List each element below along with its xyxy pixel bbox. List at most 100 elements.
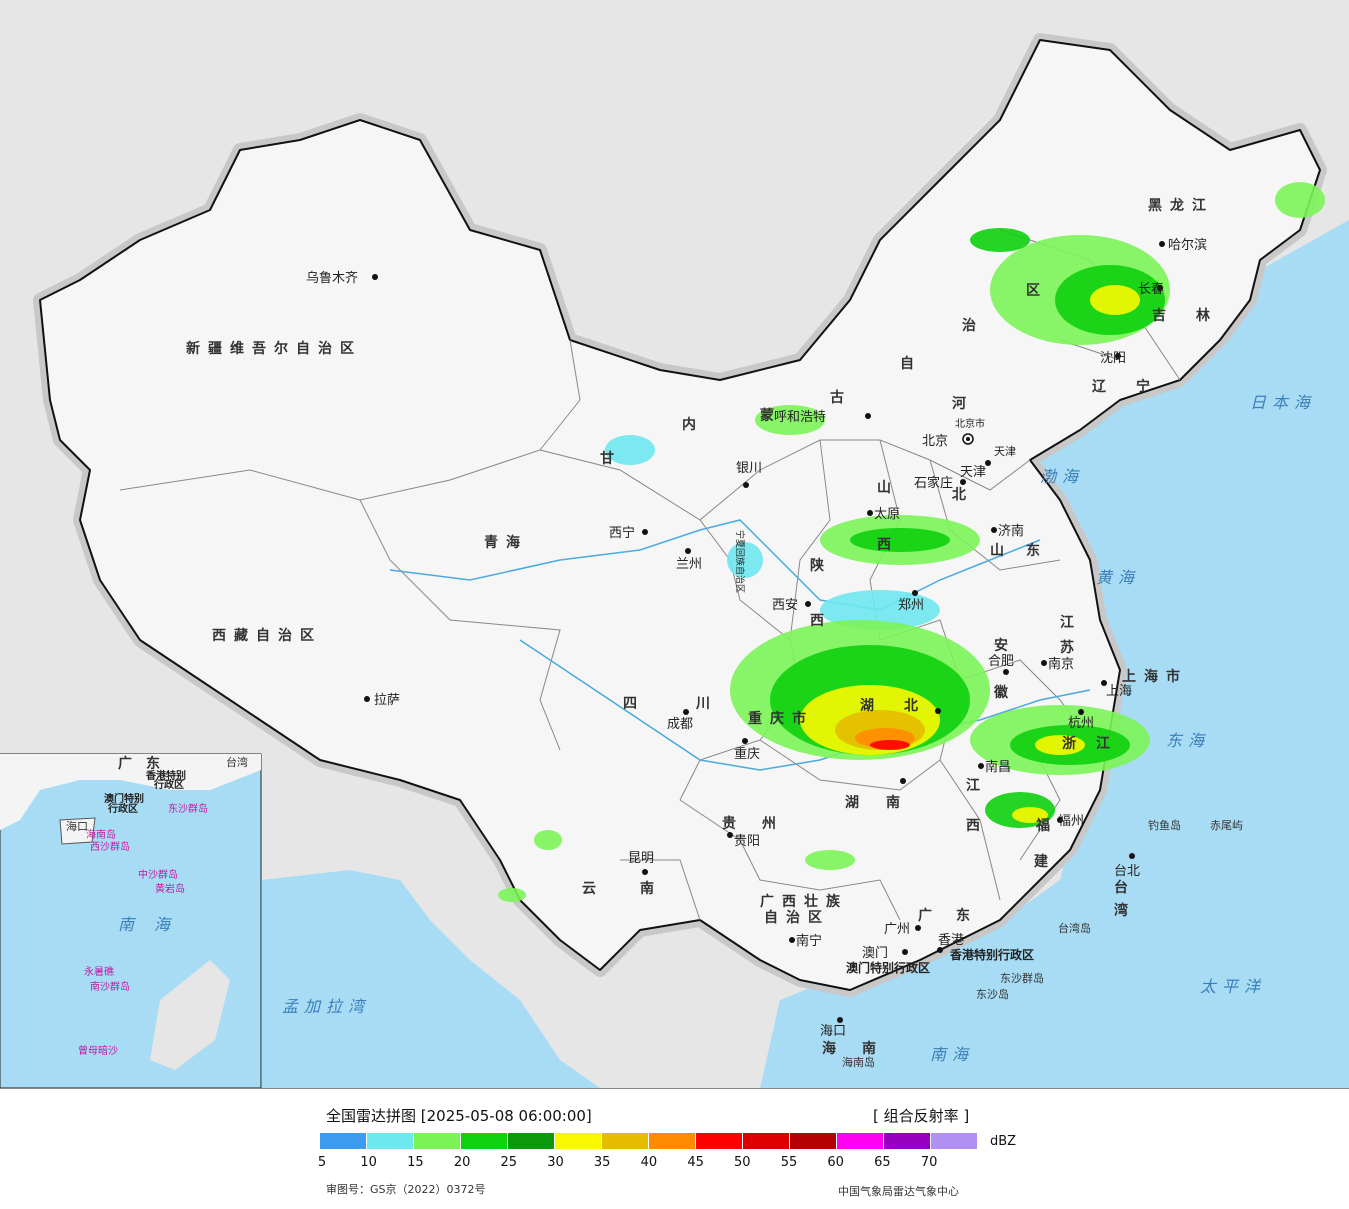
label-hk-sar: 香港特别行政区 <box>949 947 1034 962</box>
province-sichuan-1: 四 <box>623 696 645 712</box>
radar-echoes <box>498 182 1325 902</box>
city-yinchuan: 银川 <box>736 461 762 476</box>
city-hangzhou: 杭州 <box>1068 716 1094 731</box>
province-hebei-1: 河 <box>952 395 974 412</box>
tick-label: 65 <box>874 1155 891 1170</box>
province-neimenggu-6: 区 <box>1026 283 1048 299</box>
city-nanning: 南宁 <box>796 933 822 949</box>
inset-guangdong-1: 广 <box>118 755 140 772</box>
province-shanxi-2: 西 <box>877 537 899 553</box>
tick-label: 15 <box>407 1155 424 1170</box>
inset-sea-2: 海 <box>154 915 176 934</box>
province-labels: 新疆维吾尔自治区 西藏自治区 青海 甘 内 蒙 古 自 治 区 黑龙江 吉 林 … <box>186 197 1214 1057</box>
city-macau: 澳门 <box>862 945 888 961</box>
sea-east: 东海 <box>1166 731 1210 750</box>
island-dongsha-group: 东沙群岛 <box>1000 971 1044 985</box>
province-shaanxi-1: 陕 <box>810 557 832 574</box>
legend-unit: dBZ <box>990 1134 1017 1149</box>
province-sichuan-2: 川 <box>695 696 718 712</box>
swatch-7 <box>649 1133 696 1149</box>
swatch-9 <box>743 1133 790 1149</box>
tick-label: 5 <box>317 1155 327 1170</box>
city-hongkong: 香港 <box>938 933 964 948</box>
swatch-4 <box>508 1133 555 1149</box>
province-yunnan-1: 云 <box>582 881 604 897</box>
inset-hainan: 海南岛 <box>86 828 116 841</box>
city-harbin: 哈尔滨 <box>1168 237 1207 253</box>
sea-bengal: 孟加拉湾 <box>282 997 370 1016</box>
inset-sea-1: 南 <box>118 915 140 934</box>
province-jiangxi-1: 江 <box>966 777 988 794</box>
tick-label: 35 <box>593 1155 611 1170</box>
city-chongqing: 重庆 <box>734 746 760 762</box>
city-lanzhou: 兰州 <box>676 557 702 572</box>
swatch-11 <box>837 1133 884 1149</box>
inset-macau-1: 澳门特别 <box>104 792 144 805</box>
radar-map: 新疆维吾尔自治区 西藏自治区 青海 甘 内 蒙 古 自 治 区 黑龙江 吉 林 … <box>0 0 1349 1088</box>
province-xinjiang: 新疆维吾尔自治区 <box>186 340 362 357</box>
city-tianjin: 天津 <box>960 465 986 480</box>
province-hubei-1: 湖 <box>860 698 882 714</box>
city-labels: 乌鲁木齐 拉萨 西宁 兰州 银川 呼和浩特 北京 天津 石家庄 太原 济南 郑州… <box>306 237 1207 1039</box>
province-xizang: 西藏自治区 <box>212 627 322 644</box>
city-taiyuan: 太原 <box>874 507 900 522</box>
province-tianjin: 天津 <box>994 445 1016 458</box>
inset-yongshu: 永暑礁 <box>84 965 114 978</box>
tick-label: 25 <box>500 1155 518 1170</box>
province-hunan-1: 湖 <box>845 795 867 811</box>
source-attribution: 中国气象局雷达气象中心 <box>838 1185 959 1198</box>
province-zhejiang-1: 浙 <box>1062 735 1084 752</box>
city-shijiazhuang: 石家庄 <box>914 475 953 491</box>
city-fuzhou: 福州 <box>1058 814 1084 829</box>
province-neimenggu-3: 古 <box>830 389 852 406</box>
province-fujian-1: 福 <box>1035 817 1058 834</box>
province-liaoning-1: 辽 <box>1092 379 1114 395</box>
city-changchun: 长春 <box>1138 282 1164 297</box>
city-hohhot: 呼和浩特 <box>774 410 826 425</box>
legend-product: [ 组合反射率 ] <box>873 1107 970 1125</box>
sea-yellow: 黄海 <box>1096 568 1140 587</box>
inset-zengmu: 曾母暗沙 <box>78 1044 118 1057</box>
inset-nansha: 南沙群岛 <box>90 980 130 993</box>
inset-dongsha: 东沙群岛 <box>168 802 208 815</box>
tick-label: 55 <box>780 1155 798 1170</box>
province-liaoning-2: 宁 <box>1136 378 1158 395</box>
city-kunming: 昆明 <box>628 851 654 866</box>
province-heilongjiang: 黑龙江 <box>1148 197 1214 214</box>
swatch-1 <box>367 1133 414 1149</box>
province-shandong-1: 山 <box>990 543 1012 559</box>
legend-title: 全国雷达拼图 [2025-05-08 06:00:00] <box>326 1107 592 1125</box>
inset-haikou: 海口 <box>66 819 88 833</box>
province-chongqing: 重庆市 <box>748 710 814 727</box>
sea-japan: 日本海 <box>1250 393 1316 412</box>
sea-pacific: 太平洋 <box>1200 977 1266 996</box>
label-macau-sar: 澳门特别行政区 <box>846 960 930 975</box>
city-nanjing: 南京 <box>1048 656 1074 672</box>
legend-panel: 全国雷达拼图 [2025-05-08 06:00:00] [ 组合反射率 ] d… <box>0 1088 1349 1209</box>
province-hainan-2: 南 <box>862 1040 884 1057</box>
sea-bohai: 渤海 <box>1040 467 1084 486</box>
inset-hk-2: 行政区 <box>153 778 184 791</box>
inset-south-china-sea: 海口 海南岛 西沙群岛 中沙群岛 黄岩岛 南沙群岛 曾母暗沙 永暑礁 南 海 香… <box>0 753 262 1088</box>
tick-labels: 5 10 15 20 25 30 35 40 45 50 55 60 65 70 <box>317 1155 970 1173</box>
city-urumqi: 乌鲁木齐 <box>306 270 358 286</box>
province-anhui-2: 徽 <box>993 684 1016 701</box>
tick-label: 50 <box>734 1155 751 1170</box>
province-guizhou-2: 州 <box>761 816 784 832</box>
inset-hk-1: 香港特别 <box>146 769 186 782</box>
province-hubei-2: 北 <box>904 698 926 714</box>
tick-label: 45 <box>687 1155 704 1170</box>
island-chiwei: 赤尾屿 <box>1210 819 1243 832</box>
province-neimenggu-5: 治 <box>962 317 984 334</box>
city-jinan: 济南 <box>998 523 1024 539</box>
island-diaoyu: 钓鱼岛 <box>1148 818 1181 832</box>
province-taiwan-2: 湾 <box>1114 902 1136 919</box>
city-lhasa: 拉萨 <box>374 693 400 708</box>
inset-taiwan: 台湾 <box>226 755 248 769</box>
province-hainan-1: 海 <box>822 1040 844 1057</box>
province-jiangsu-1: 江 <box>1060 614 1082 631</box>
city-nanchang: 南昌 <box>985 759 1011 775</box>
tick-label: 60 <box>827 1155 844 1170</box>
province-ningxia: 宁夏回族自治区 <box>734 530 746 593</box>
rivers <box>389 519 1091 771</box>
